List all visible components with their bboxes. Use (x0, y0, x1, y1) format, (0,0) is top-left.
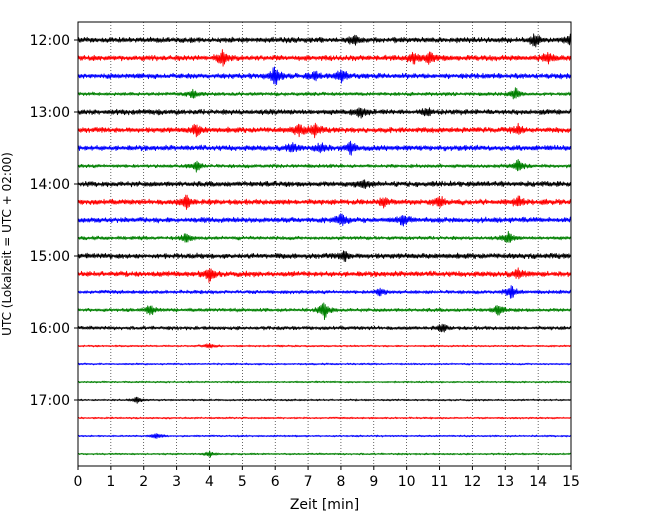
trace-line (77, 213, 572, 227)
x-tick-label: 12 (463, 474, 481, 490)
trace-line (77, 250, 572, 263)
trace-line (77, 33, 572, 48)
trace-line (77, 194, 572, 210)
trace-line (77, 362, 572, 366)
x-tick-label: 0 (74, 474, 83, 490)
x-tick-label: 7 (304, 474, 313, 490)
plot-frame (77, 21, 572, 467)
trace-line (77, 49, 572, 67)
grid-lines (110, 22, 539, 466)
trace-line (77, 450, 572, 458)
trace-line (77, 396, 572, 404)
x-tick-label: 3 (172, 474, 181, 490)
x-tick-label: 2 (139, 474, 148, 490)
trace-line (77, 87, 572, 100)
y-tick-label: 15:00 (30, 249, 70, 265)
trace-line (77, 159, 572, 173)
x-axis-label: Zeit [min] (290, 497, 359, 513)
trace-line (77, 323, 572, 333)
trace-line (77, 230, 572, 243)
x-tick-label: 9 (369, 474, 378, 490)
x-tick-label: 10 (398, 474, 416, 490)
x-tick-label: 11 (431, 474, 449, 490)
trace-line (77, 380, 572, 384)
x-axis-ticks: 0 1 2 3 4 5 6 7 8 9 10 11 12 13 14 15 (74, 466, 580, 490)
trace-line (77, 342, 572, 349)
trace-line (77, 122, 572, 139)
trace-line (77, 416, 572, 420)
y-tick-label: 12:00 (30, 33, 70, 49)
x-tick-label: 5 (238, 474, 247, 490)
trace-line (77, 140, 572, 156)
y-tick-label: 13:00 (30, 105, 70, 121)
x-tick-label: 14 (529, 474, 547, 490)
x-tick-label: 1 (106, 474, 115, 490)
trace-line (77, 302, 572, 321)
y-tick-label: 16:00 (30, 321, 70, 337)
trace-line (77, 66, 572, 86)
trace-line (77, 433, 572, 439)
x-tick-label: 4 (205, 474, 214, 490)
y-axis-ticks: 12:00 13:00 14:00 15:00 16:00 17:00 (30, 33, 78, 409)
trace-line (77, 179, 572, 189)
x-tick-label: 15 (562, 474, 580, 490)
x-tick-label: 13 (496, 474, 514, 490)
x-tick-label: 6 (271, 474, 280, 490)
x-tick-label: 8 (336, 474, 345, 490)
trace-line (77, 107, 572, 119)
trace-line (77, 285, 572, 299)
y-axis-label: UTC (Lokalzeit = UTC + 02:00) (0, 152, 14, 336)
seismic-traces (77, 33, 572, 458)
y-tick-label: 17:00 (30, 393, 70, 409)
y-tick-label: 14:00 (30, 177, 70, 193)
trace-line (77, 267, 572, 283)
